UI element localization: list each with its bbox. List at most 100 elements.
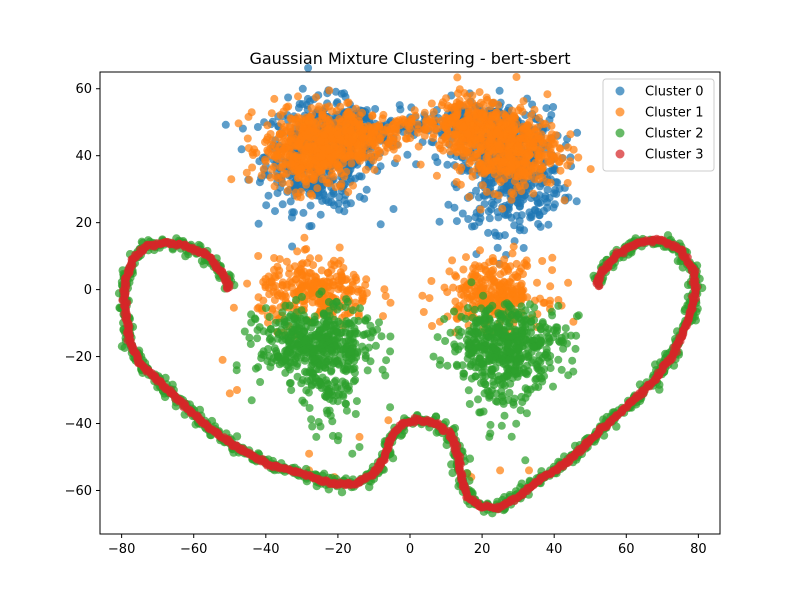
cluster-1-point	[452, 124, 461, 133]
cluster-2-point	[446, 328, 455, 337]
cluster-0-point	[550, 200, 559, 209]
cluster-1-point	[455, 100, 464, 109]
cluster-2-point	[290, 315, 299, 324]
cluster-1-point	[304, 142, 313, 151]
cluster-0-point	[572, 197, 581, 206]
cluster-0-point	[340, 207, 349, 216]
cluster-0-point	[331, 87, 340, 96]
cluster-2-point	[459, 369, 468, 378]
cluster-2-point	[265, 313, 274, 321]
cluster-1-point	[520, 169, 529, 177]
cluster-2-point	[540, 372, 549, 381]
cluster-1-point	[286, 123, 295, 132]
cluster-0-point	[298, 84, 307, 93]
cluster-0-point	[464, 215, 473, 223]
cluster-2-point	[483, 386, 492, 395]
cluster-1-point	[332, 106, 341, 115]
cluster-1-point	[278, 179, 287, 188]
cluster-1-point	[476, 246, 484, 255]
cluster-2-point	[308, 422, 317, 431]
cluster-1-point	[427, 99, 436, 108]
cluster-2-point	[468, 347, 477, 356]
cluster-1-point	[281, 151, 290, 160]
cluster-2-point	[492, 333, 501, 341]
cluster-2-point	[375, 318, 383, 327]
cluster-1-point	[459, 122, 468, 131]
cluster-1-point	[429, 108, 438, 116]
cluster-0-point	[271, 207, 279, 216]
cluster-1-point	[452, 272, 461, 281]
cluster-1-point	[333, 130, 342, 139]
cluster-2-point	[351, 410, 360, 418]
cluster-1-point	[325, 102, 334, 111]
cluster-2-point	[487, 365, 496, 374]
cluster-0-point	[362, 185, 371, 194]
cluster-1-point	[514, 142, 523, 151]
cluster-1-point	[326, 273, 334, 282]
cluster-1-point	[529, 138, 538, 147]
cluster-1-point	[523, 121, 532, 130]
cluster-1-point	[413, 120, 422, 129]
cluster-0-point	[376, 162, 385, 171]
cluster-0-point	[507, 213, 516, 222]
cluster-1-point	[327, 260, 336, 269]
cluster-0-point	[484, 207, 493, 216]
cluster-1-point	[314, 299, 323, 308]
cluster-1-point	[374, 129, 383, 138]
cluster-1-point	[303, 272, 312, 281]
cluster-2-point	[324, 316, 333, 325]
cluster-1-point	[314, 254, 323, 263]
cluster-0-point	[534, 220, 543, 228]
cluster-1-point	[357, 286, 366, 295]
cluster-2-point	[294, 338, 303, 347]
cluster-1-point	[275, 255, 284, 264]
cluster-2-point	[553, 323, 562, 332]
cluster-1-point	[416, 160, 425, 169]
cluster-2-point	[284, 328, 293, 337]
cluster-1-point	[523, 151, 532, 160]
cluster-2-point	[429, 352, 438, 361]
cluster-1-point	[556, 166, 565, 175]
cluster-2-point	[492, 397, 500, 406]
cluster-2-point	[327, 367, 335, 376]
cluster-2-point	[350, 368, 359, 377]
cluster-1-point	[312, 124, 320, 133]
cluster-2-point	[328, 417, 337, 426]
cluster-0-point	[327, 191, 336, 200]
cluster-0-point	[499, 184, 508, 193]
cluster-1-point	[468, 167, 477, 176]
cluster-1-point	[495, 117, 504, 126]
points-layer	[114, 64, 707, 518]
cluster-1-point	[477, 128, 485, 137]
cluster-1-point	[294, 167, 303, 176]
cluster-1-point	[525, 466, 533, 475]
cluster-1-point	[523, 293, 532, 302]
cluster-0-point	[327, 198, 336, 207]
cluster-2-point	[488, 355, 497, 364]
cluster-1-point	[407, 114, 416, 123]
cluster-0-point	[535, 210, 544, 219]
cluster-1-point	[530, 105, 539, 114]
cluster-2-point	[342, 406, 351, 415]
cluster-1-point	[414, 142, 423, 151]
cluster-0-point	[221, 120, 230, 129]
cluster-2-point	[297, 292, 306, 301]
cluster-0-point	[286, 197, 295, 206]
cluster-0-point	[490, 228, 499, 237]
cluster-0-point	[450, 203, 459, 212]
cluster-0-point	[573, 128, 582, 137]
cluster-2-point	[512, 419, 521, 428]
cluster-2-point	[507, 360, 516, 369]
cluster-1-point	[342, 119, 351, 128]
cluster-1-point	[323, 178, 331, 187]
cluster-1-point	[339, 159, 347, 168]
cluster-1-point	[381, 292, 390, 300]
cluster-0-point	[289, 208, 298, 217]
cluster-1-point	[234, 119, 243, 128]
cluster-2-point	[351, 339, 360, 348]
cluster-1-point	[466, 294, 474, 303]
cluster-2-point	[240, 327, 249, 336]
cluster-0-point	[306, 201, 315, 210]
cluster-1-point	[489, 266, 498, 274]
